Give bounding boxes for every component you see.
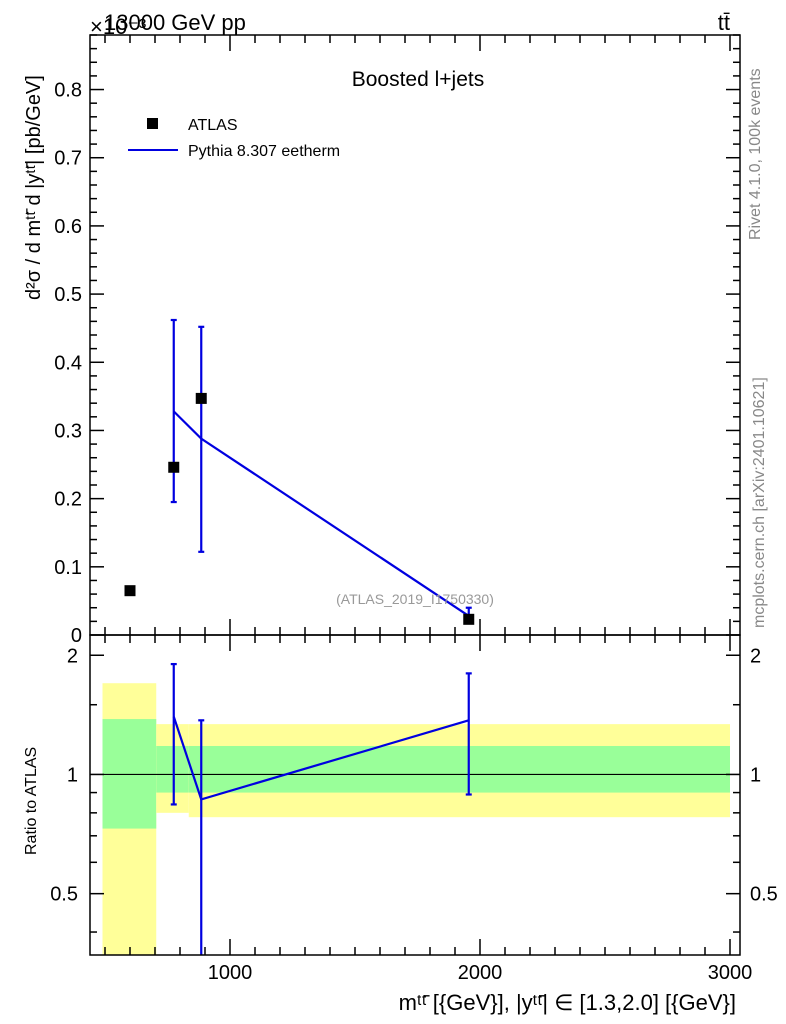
ratio-inner-band [188,745,730,793]
main-y-tick-label: 0.5 [54,284,82,306]
analysis-label: (ATLAS_2019_I1750330) [336,591,494,607]
atlas-point [168,461,180,473]
ratio-inner-band [102,719,157,829]
ratio-y-tick-label: 0.5 [50,884,78,906]
mcplots-label: mcplots.cern.ch [arXiv:2401.10621] [751,377,768,628]
ratio-y-tick-label: 2 [67,645,78,667]
x-tick-label: 3000 [708,962,753,984]
legend-marker-atlas [147,118,158,129]
main-x-ticks [104,35,731,635]
ratio-series-layer [170,662,472,955]
main-y-tick-label: 0.7 [54,148,82,170]
main-y-axis-label: d²σ / d mᵗᵗ̄ d |yᵗᵗ̄| [pb/GeV] [23,75,45,300]
main-y-tick-label: 0.8 [54,80,82,102]
main-panel: 0 0.1 0.2 0.3 0.4 0.5 0.6 0.7 0.8 Boosted l+jets… [23,34,741,647]
x-tick-label: 1000 [208,962,253,984]
rivet-label: Rivet 4.1.0, 100k events [747,68,764,240]
ratio-bands [102,683,730,955]
atlas-point [124,585,136,597]
pythia-line [172,410,470,617]
main-y-tick-label: 0.6 [54,216,82,238]
main-y-tick-label: 0.3 [54,420,82,442]
ratio-y-tick-label-right: 0.5 [750,884,778,906]
ratio-plot-frame [89,634,741,956]
main-y-tick-label: 0.4 [54,352,82,374]
main-y-tick-label: 0 [71,625,82,647]
ratio-y-tick-label: 1 [67,764,78,786]
ratio-panel: 0.5 0.5 1 1 2 2 1000 2000 3000 Ratio to ATLAS m… [23,634,778,1015]
ratio-y-tick-label-right: 1 [750,764,761,786]
atlas-point [195,392,207,404]
chart-title: Boosted l+jets [352,68,485,91]
main-series-layer [124,318,475,625]
ratio-inner-band [156,745,189,793]
main-y-ticks: 0 0.1 0.2 0.3 0.4 0.5 0.6 0.7 0.8 [54,34,740,647]
legend: ATLAS Pythia 8.307 eetherm [128,117,340,160]
ratio-y-ticks: 0.5 0.5 1 1 2 2 [50,645,778,933]
legend-label-pythia: Pythia 8.307 eetherm [188,143,340,160]
ratio-y-tick-label-right: 2 [750,645,761,667]
ratio-x-ticks: 1000 2000 3000 [104,635,753,984]
process-label: tt̄ [718,10,730,35]
atlas-point [463,613,475,625]
main-y-tick-label: 0.2 [54,489,82,511]
main-y-tick-label: 0.1 [54,557,82,579]
legend-label-atlas: ATLAS [188,117,238,134]
ratio-y-axis-label: Ratio to ATLAS [23,747,40,855]
x-axis-label: mᵗᵗ̄ [{GeV}], |yᵗᵗ̄| ∈ [1.3,2.0] [{GeV}] [399,990,736,1015]
energy-label: 13000 GeV pp [104,10,246,35]
x-tick-label: 2000 [458,962,503,984]
ratio-pythia-line [172,716,470,801]
